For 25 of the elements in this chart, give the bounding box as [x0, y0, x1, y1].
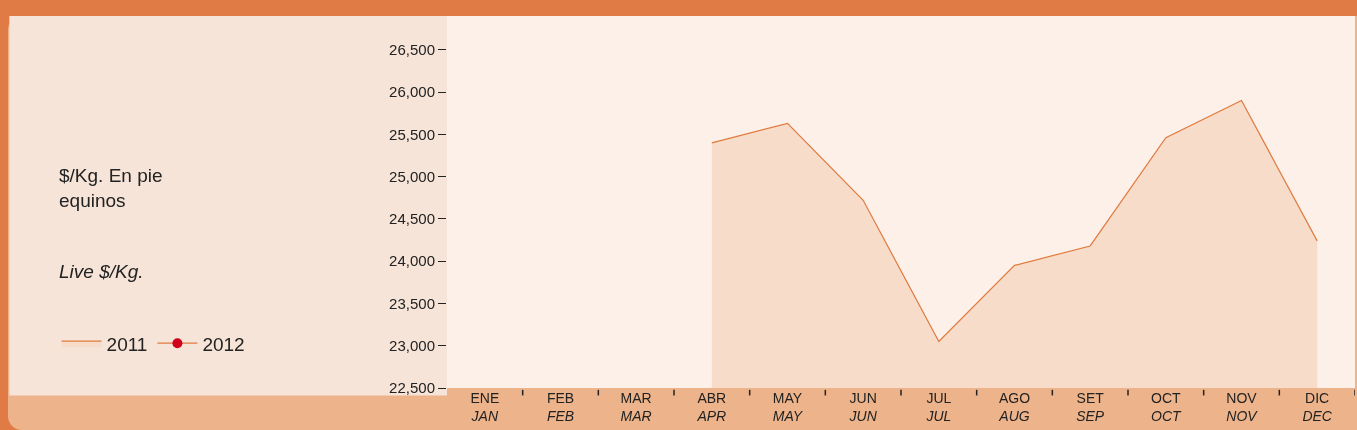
x-tick-label: MAR MAR: [620, 390, 652, 425]
x-tick-label: ENE JAN: [470, 390, 500, 425]
y-tick-label: 23,000: [389, 336, 435, 354]
legend-label: 2011: [106, 333, 148, 355]
x-tick-label: DIC DEC: [1302, 390, 1333, 425]
x-tick-label: FEB FEB: [546, 390, 575, 425]
x-tick-label: OCT OCT: [1151, 390, 1183, 425]
y-tick-label: 24,000: [389, 252, 435, 270]
text: $/Kg. En pie equinos: [59, 165, 163, 211]
y-tick-label: 26,000: [389, 83, 435, 101]
x-tick-label: NOV NOV: [1226, 390, 1259, 425]
y-tick-label: 22,500: [389, 379, 435, 397]
x-tick-label: ABR APR: [696, 390, 727, 425]
y-tick-label: 24,500: [389, 210, 435, 228]
y-tick-label: 25,500: [389, 125, 435, 143]
y-tick-label: 25,000: [389, 167, 435, 185]
x-tick-label: MAY MAY: [772, 390, 804, 425]
text: Live $/Kg.: [59, 261, 144, 282]
x-tick-label: SET SEP: [1076, 390, 1105, 425]
y-tick-label: 26,500: [389, 41, 435, 59]
x-tick-label: AGO AUG: [998, 390, 1031, 425]
legend-label: 2012: [202, 333, 245, 355]
x-tick-label: JUL JUL: [925, 390, 952, 425]
y-tick-label: 23,500: [389, 294, 435, 312]
x-tick-label: JUN JUN: [848, 390, 878, 425]
